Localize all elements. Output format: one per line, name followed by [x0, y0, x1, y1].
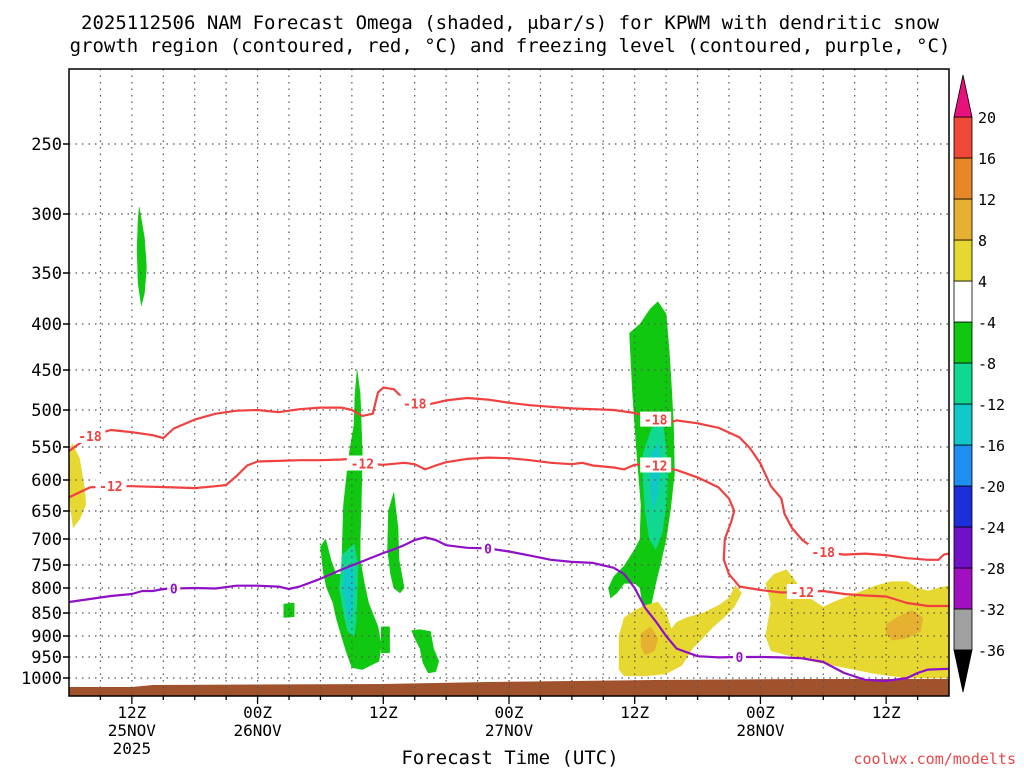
x-tick-label-66-1: 28NOV — [736, 721, 785, 740]
colorbar-label-16: 16 — [978, 150, 996, 168]
contour-label-minus18: -18 — [812, 546, 836, 561]
contour-label-minus12: -12 — [99, 480, 122, 495]
contour-label-minus12: -12 — [644, 459, 667, 474]
colorbar-label--20: -20 — [978, 478, 1005, 496]
contour-label-bg — [95, 478, 127, 494]
shade-green-col1 — [320, 369, 382, 670]
colorbar-bottom-arrow — [953, 649, 973, 693]
x-tick-label-6-0: 12Z — [117, 703, 146, 722]
colorbar: -36 -32 -28 -24 -20 -16 -12 -8 -4 4 8 12 16 20 — [953, 74, 1005, 693]
x-tick-label-18-1: 26NOV — [233, 721, 282, 740]
colorbar-swatch-4 — [953, 239, 973, 282]
contour-label-bg — [640, 411, 672, 427]
contour-label-bg — [640, 457, 672, 473]
y-tick-label-400: 400 — [31, 315, 62, 335]
contour-label-bg — [807, 544, 839, 559]
x-tick-label-42-1: 27NOV — [485, 721, 534, 740]
shade-green-upper-thin — [136, 206, 147, 306]
chart-title-line2: growth region (contoured, red, °C) and f… — [70, 35, 951, 57]
contour-label-minus12: -12 — [351, 458, 374, 473]
colorbar-swatch--16 — [953, 403, 973, 446]
contour-label-freezing: 0 — [170, 583, 178, 598]
y-tick-label-850: 850 — [31, 604, 62, 624]
colorbar-label--12: -12 — [978, 396, 1005, 414]
colorbar-swatch--24 — [953, 485, 973, 528]
contour-label-bg — [74, 427, 106, 443]
contour-freezing — [69, 536, 949, 683]
shade-green-blob-b — [380, 626, 390, 654]
colorbar-label--36: -36 — [978, 642, 1005, 660]
colorbar-label--16: -16 — [978, 437, 1005, 455]
y-tick-label-450: 450 — [31, 361, 62, 381]
colorbar-label--32: -32 — [978, 601, 1005, 619]
y-tick-label-950: 950 — [31, 648, 62, 668]
contour-layer: -18 -18 -18 -18 -12 -12 -12 -12 0 0 0 — [69, 386, 949, 683]
contour-label-bg — [346, 455, 378, 471]
colorbar-swatch--36 — [953, 608, 973, 651]
grid-layer — [69, 69, 949, 696]
y-tick-label-800: 800 — [31, 579, 62, 599]
shade-green-blob-c — [411, 629, 440, 674]
contour-label-freezing: 0 — [736, 651, 744, 666]
colorbar-label--28: -28 — [978, 560, 1005, 578]
y-tick-label-700: 700 — [31, 530, 62, 550]
x-tick-label-30-0: 12Z — [369, 703, 398, 722]
x-tick-label-54-0: 12Z — [620, 703, 649, 722]
colorbar-swatch--28 — [953, 526, 973, 569]
y-tick-label-1000: 1000 — [21, 669, 62, 689]
y-tick-label-900: 900 — [31, 627, 62, 647]
contour-label-bg — [167, 580, 181, 596]
shade-green-col2 — [387, 492, 405, 594]
colorbar-label--4: -4 — [978, 314, 996, 332]
colorbar-label--24: -24 — [978, 519, 1005, 537]
shade-cyan-col1 — [343, 564, 355, 623]
chart-title-line1: 2025112506 NAM Forecast Omega (shaded, μ… — [81, 12, 939, 34]
x-tick-label-78-0: 12Z — [872, 703, 901, 722]
contour-label-freezing: 0 — [484, 542, 492, 557]
contour-label-minus18: -18 — [644, 414, 668, 429]
x-axis-label: Forecast Time (UTC) — [401, 747, 618, 768]
colorbar-swatch--20 — [953, 444, 973, 487]
colorbar-swatch-8 — [953, 198, 973, 241]
colorbar-label-8: 8 — [978, 232, 987, 250]
x-tick-label-6-1: 25NOV — [108, 721, 157, 740]
contour-label-bg — [786, 584, 818, 599]
colorbar-label-12: 12 — [978, 191, 996, 209]
contour-label-minus18: -18 — [403, 398, 427, 413]
y-tick-label-300: 300 — [31, 205, 62, 225]
colorbar-top-arrow — [953, 74, 973, 118]
shade-orange-right-a — [640, 626, 659, 656]
contour-label-minus18: -18 — [78, 430, 102, 445]
contour-label-bg — [732, 649, 746, 664]
colorbar-swatch--32 — [953, 567, 973, 610]
y-axis: 250 300 350 400 450 500 550 600 650 700 750 800 850 9… — [21, 135, 69, 689]
colorbar-swatch-16 — [953, 116, 973, 159]
y-tick-label-500: 500 — [31, 401, 62, 421]
colorbar-swatch--8 — [953, 321, 973, 364]
x-tick-label-18-0: 00Z — [243, 703, 272, 722]
y-tick-label-600: 600 — [31, 471, 62, 491]
contour-label-minus12: -12 — [791, 586, 814, 601]
colorbar-swatch--4 — [953, 280, 973, 323]
x-tick-label-42-0: 00Z — [495, 703, 524, 722]
contour-minus12 — [69, 456, 949, 608]
y-tick-label-650: 650 — [31, 502, 62, 522]
colorbar-swatch--12 — [953, 362, 973, 405]
colorbar-swatch-12 — [953, 157, 973, 200]
y-tick-label-750: 750 — [31, 556, 62, 576]
colorbar-label--8: -8 — [978, 355, 996, 373]
contour-label-bg — [399, 395, 431, 411]
x-tick-label-6-2: 2025 — [113, 739, 152, 758]
y-tick-label-550: 550 — [31, 438, 62, 458]
x-tick-label-66-0: 00Z — [746, 703, 775, 722]
y-tick-label-250: 250 — [31, 135, 62, 155]
colorbar-label-4: 4 — [978, 273, 987, 291]
colorbar-label-20: 20 — [978, 109, 996, 127]
contour-label-bg — [481, 540, 495, 556]
source-credit: coolwx.com/modelts — [853, 750, 1016, 768]
y-tick-label-350: 350 — [31, 264, 62, 284]
